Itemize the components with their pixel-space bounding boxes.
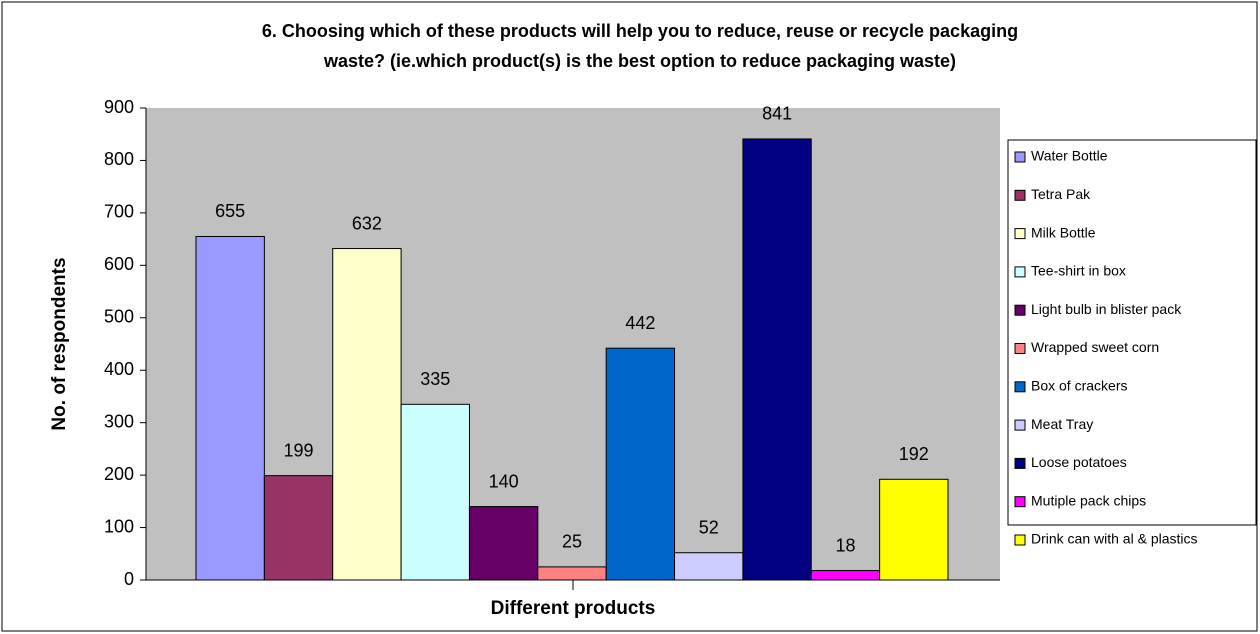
y-tick-label: 600 xyxy=(104,254,134,274)
legend-label: Drink can with al & plastics xyxy=(1031,531,1198,547)
bar xyxy=(810,570,881,581)
y-tick-label: 400 xyxy=(104,359,134,379)
legend-label: Tee-shirt in box xyxy=(1031,263,1126,279)
y-tick-label: 900 xyxy=(104,97,134,117)
legend-label: Milk Bottle xyxy=(1031,224,1096,240)
bar xyxy=(605,347,676,581)
y-tick-label: 800 xyxy=(104,149,134,169)
bar xyxy=(400,403,470,581)
y-tick-label: 500 xyxy=(104,307,134,327)
legend-swatch xyxy=(1014,419,1026,431)
y-tick-label: 200 xyxy=(104,464,134,484)
legend-swatch xyxy=(1014,266,1026,278)
data-label: 25 xyxy=(562,532,582,552)
data-label: 655 xyxy=(215,201,245,221)
y-tick-label: 300 xyxy=(104,411,134,431)
legend-swatch xyxy=(1014,381,1026,393)
bar xyxy=(742,138,812,581)
legend-swatch xyxy=(1014,496,1026,508)
y-tick-label: 100 xyxy=(104,516,134,536)
bar xyxy=(263,475,334,581)
data-label: 841 xyxy=(762,104,792,124)
legend-swatch xyxy=(1014,343,1026,354)
bar xyxy=(332,248,402,581)
chart-title: 6. Choosing which of these products will… xyxy=(262,21,1018,41)
legend-label: Loose potatoes xyxy=(1031,454,1127,470)
data-label: 18 xyxy=(835,535,855,555)
bar xyxy=(537,566,607,581)
y-axis-label: No. of respondents xyxy=(49,257,70,430)
legend-label: Tetra Pak xyxy=(1031,186,1091,202)
data-label: 335 xyxy=(420,369,450,389)
y-tick-label: 700 xyxy=(104,202,134,222)
legend-label: Mutiple pack chips xyxy=(1031,492,1146,508)
legend-label: Light bulb in blister pack xyxy=(1031,301,1182,317)
legend-label: Meat Tray xyxy=(1031,416,1093,432)
bar xyxy=(879,478,949,581)
legend-swatch xyxy=(1014,457,1026,469)
legend-swatch xyxy=(1014,189,1026,201)
legend-label: Box of crackers xyxy=(1031,378,1127,394)
bar xyxy=(674,552,744,581)
data-label: 442 xyxy=(625,313,655,333)
data-label: 52 xyxy=(699,517,719,537)
data-label: 140 xyxy=(489,471,519,491)
x-axis-label: Different products xyxy=(491,598,656,619)
bar xyxy=(195,235,265,581)
data-label: 632 xyxy=(352,213,382,233)
legend-box xyxy=(1007,139,1257,526)
legend-label: Water Bottle xyxy=(1031,148,1108,164)
data-label: 199 xyxy=(284,440,314,460)
legend-swatch xyxy=(1014,151,1026,163)
legend-swatch xyxy=(1014,304,1026,316)
legend-label: Wrapped sweet corn xyxy=(1031,339,1159,355)
legend-swatch xyxy=(1014,228,1026,240)
bar xyxy=(468,506,539,581)
y-tick-label: 0 xyxy=(124,569,134,589)
legend-swatch xyxy=(1014,534,1026,546)
chart-title: waste? (ie.which product(s) is the best … xyxy=(323,51,956,71)
data-label: 192 xyxy=(899,444,929,464)
